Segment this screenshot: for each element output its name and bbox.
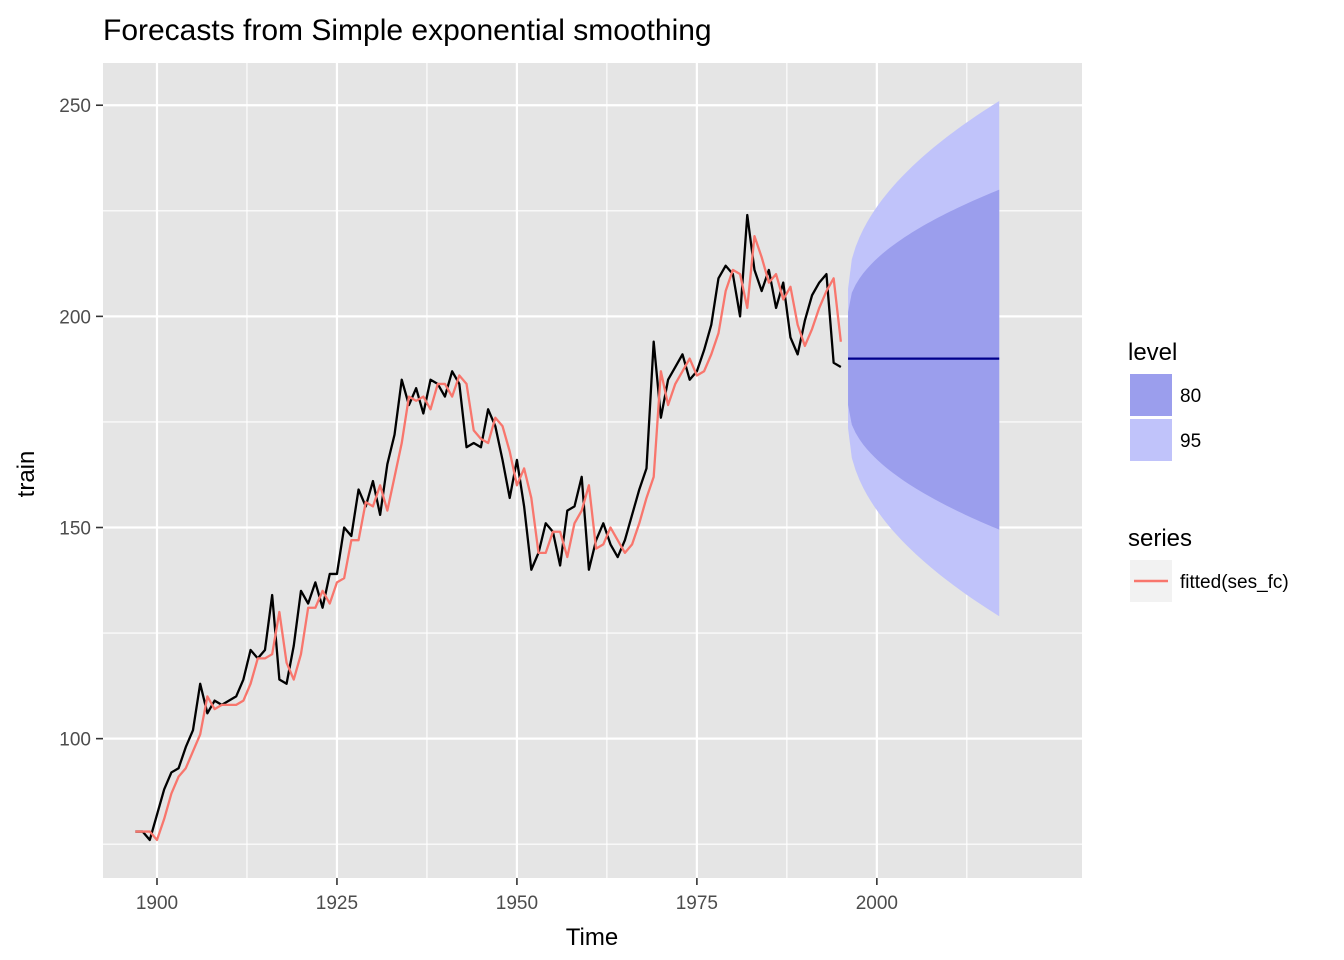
y-tick-label: 250 bbox=[59, 96, 91, 117]
x-tick-label: 1925 bbox=[316, 893, 358, 914]
y-axis-title: train bbox=[13, 451, 40, 498]
legend-label-fitted: fitted(ses_fc) bbox=[1180, 572, 1289, 593]
chart-title: Forecasts from Simple exponential smooth… bbox=[103, 14, 712, 47]
x-axis-title: Time bbox=[566, 924, 618, 951]
y-tick-label: 150 bbox=[59, 519, 91, 540]
x-tick-label: 2000 bbox=[856, 893, 898, 914]
y-axis: 100 150 200 250 bbox=[59, 96, 103, 751]
legend: level 80 95 series fitted(ses_fc) bbox=[1128, 339, 1289, 602]
series-line-actual bbox=[135, 213, 842, 842]
series-line-fitted bbox=[135, 234, 842, 842]
grid-minor bbox=[103, 63, 1082, 878]
legend-label-80: 80 bbox=[1180, 386, 1201, 407]
x-tick-label: 1975 bbox=[676, 893, 718, 914]
legend-label-95: 95 bbox=[1180, 431, 1201, 452]
legend-swatch-95 bbox=[1130, 419, 1172, 461]
x-tick-label: 1900 bbox=[136, 893, 178, 914]
x-axis: 1900 1925 1950 1975 2000 bbox=[136, 878, 898, 914]
y-tick-label: 100 bbox=[59, 730, 91, 751]
x-tick-label: 1950 bbox=[496, 893, 538, 914]
legend-series-title: series bbox=[1128, 525, 1192, 552]
y-tick-label: 200 bbox=[59, 307, 91, 328]
legend-level-title: level bbox=[1128, 339, 1177, 366]
legend-swatch-80 bbox=[1130, 374, 1172, 416]
series-lines bbox=[135, 213, 1000, 842]
